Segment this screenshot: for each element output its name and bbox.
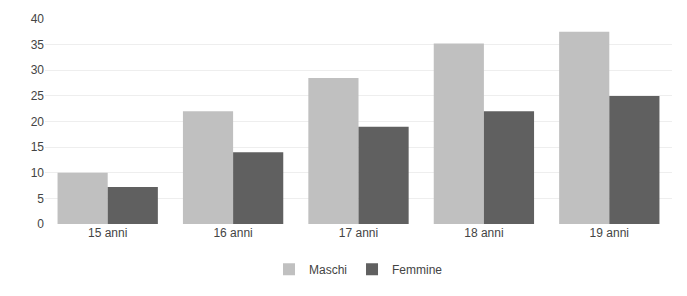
svg-text:40: 40 [31, 12, 45, 26]
svg-text:0: 0 [37, 217, 44, 231]
svg-text:5: 5 [37, 192, 44, 206]
svg-text:35: 35 [31, 38, 45, 52]
svg-text:17 anni: 17 anni [339, 226, 378, 240]
svg-text:16 anni: 16 anni [213, 226, 252, 240]
svg-text:25: 25 [31, 89, 45, 103]
svg-text:Maschi: Maschi [309, 263, 347, 277]
svg-text:Femmine: Femmine [392, 263, 442, 277]
svg-text:19 anni: 19 anni [590, 226, 629, 240]
svg-text:30: 30 [31, 63, 45, 77]
svg-text:20: 20 [31, 115, 45, 129]
svg-text:15: 15 [31, 140, 45, 154]
svg-text:10: 10 [31, 166, 45, 180]
svg-text:15 anni: 15 anni [88, 226, 127, 240]
svg-text:18 anni: 18 anni [464, 226, 503, 240]
